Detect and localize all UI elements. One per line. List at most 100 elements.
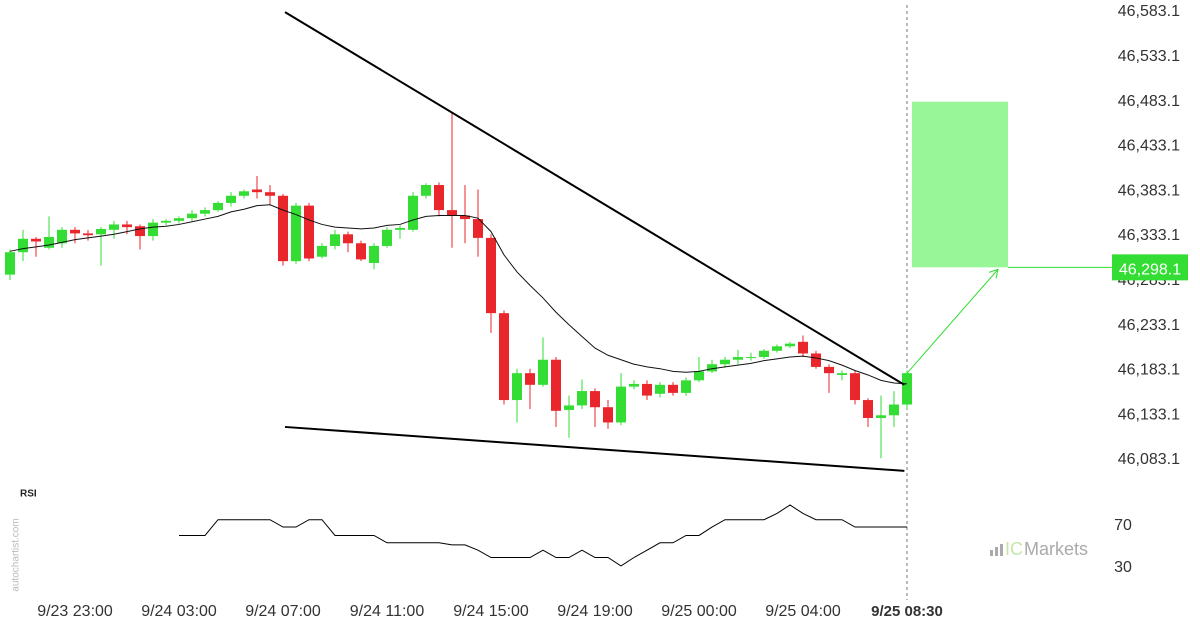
candle-body (434, 185, 444, 211)
rsi-line (179, 504, 907, 567)
candle-body (96, 228, 106, 235)
candle-body (785, 343, 795, 347)
logo-bar (990, 550, 993, 556)
y-tick-label: 46,533.1 (1118, 48, 1180, 65)
candle-body (83, 233, 93, 236)
candle-body (499, 313, 509, 401)
y-tick-label: 46,383.1 (1118, 182, 1180, 199)
x-tick-label: 9/25 08:30 (871, 603, 943, 620)
candle-body (863, 400, 873, 418)
x-tick-label: 9/24 15:00 (453, 603, 529, 620)
rsi-tick-label: 70 (1114, 517, 1132, 534)
candle-body (382, 229, 392, 246)
candle-body (811, 353, 821, 367)
moving-average (9, 204, 908, 385)
candle-body (603, 407, 613, 423)
y-tick-label: 46,183.1 (1118, 362, 1180, 379)
candle-body (70, 229, 80, 234)
candle-body (369, 245, 379, 263)
watermark: autochartist.com (11, 518, 22, 591)
candle-body (668, 384, 678, 393)
candle-body (408, 195, 418, 230)
candle-body (31, 238, 41, 242)
candle-body (772, 346, 782, 351)
y-tick-label: 46,133.1 (1118, 406, 1180, 423)
candle-body (486, 237, 496, 314)
candle-body (733, 357, 743, 360)
forecast-arrow (906, 269, 999, 374)
candle-body (616, 386, 626, 423)
candle-body (239, 191, 249, 196)
support-line (284, 425, 905, 472)
candle-body (122, 224, 132, 228)
x-tick-label: 9/24 19:00 (557, 603, 633, 620)
candle-body (902, 373, 912, 405)
candle-body (564, 405, 574, 410)
candle-body (655, 384, 665, 394)
candle-body (447, 210, 457, 216)
candle-body (473, 219, 483, 238)
candle-body (759, 350, 769, 358)
x-tick-label: 9/24 03:00 (141, 603, 217, 620)
y-tick-label: 46,483.1 (1118, 93, 1180, 110)
candle-body (850, 373, 860, 401)
target-label: 46,298.1 (1119, 262, 1181, 279)
candle-body (720, 359, 730, 365)
candle-body (252, 189, 262, 193)
candle-body (837, 373, 847, 375)
candle-body (356, 243, 366, 260)
candle-body (44, 236, 54, 248)
candle-body (213, 202, 223, 211)
rsi-title: RSI (20, 489, 37, 500)
candle-body (681, 380, 691, 393)
candle-body (746, 357, 756, 359)
x-tick-label: 9/24 11:00 (350, 603, 425, 620)
candle-body (330, 234, 340, 246)
candle-body (135, 226, 145, 237)
x-tick-label: 9/25 00:00 (661, 603, 737, 620)
candle-body (200, 210, 210, 214)
y-tick-label: 46,583.1 (1118, 3, 1180, 20)
candle-body (460, 215, 470, 220)
target-zone (912, 101, 1008, 268)
x-tick-label: 9/23 23:00 (37, 603, 113, 620)
x-tick-label: 9/25 04:00 (765, 603, 841, 620)
candle-body (694, 371, 704, 381)
candle-body (525, 373, 535, 385)
forecast-arrowhead (988, 268, 999, 279)
candle-body (642, 383, 652, 396)
candle-body (57, 229, 67, 244)
candle-body (707, 364, 717, 372)
candle-body (551, 359, 561, 411)
y-tick-label: 46,433.1 (1118, 138, 1180, 155)
candle-body (148, 222, 158, 237)
candle-body (18, 238, 28, 253)
candle-body (278, 195, 288, 262)
candle-body (187, 213, 197, 219)
candle-body (265, 192, 275, 196)
candle-body (317, 245, 327, 257)
resistance-line (284, 11, 905, 386)
logo-bar (1000, 544, 1003, 556)
candle-body (291, 205, 301, 262)
brand-name: Markets (1024, 539, 1088, 559)
candle-body (343, 234, 353, 244)
candle-body (577, 391, 587, 406)
rsi-tick-label: 30 (1114, 559, 1132, 576)
brand-prefix: IC (1005, 539, 1023, 559)
candle-body (174, 218, 184, 221)
candle-body (798, 341, 808, 354)
candle-body (538, 359, 548, 385)
candle-body (421, 185, 431, 196)
candle-body (590, 391, 600, 408)
candle-body (5, 252, 15, 275)
brand-logo: IC Markets (990, 539, 1088, 559)
y-tick-label: 46,233.1 (1118, 317, 1180, 334)
candle-body (629, 383, 639, 387)
candle-body (395, 228, 405, 230)
candle-body (876, 415, 886, 418)
logo-bar (995, 547, 998, 556)
candle-body (226, 195, 236, 203)
